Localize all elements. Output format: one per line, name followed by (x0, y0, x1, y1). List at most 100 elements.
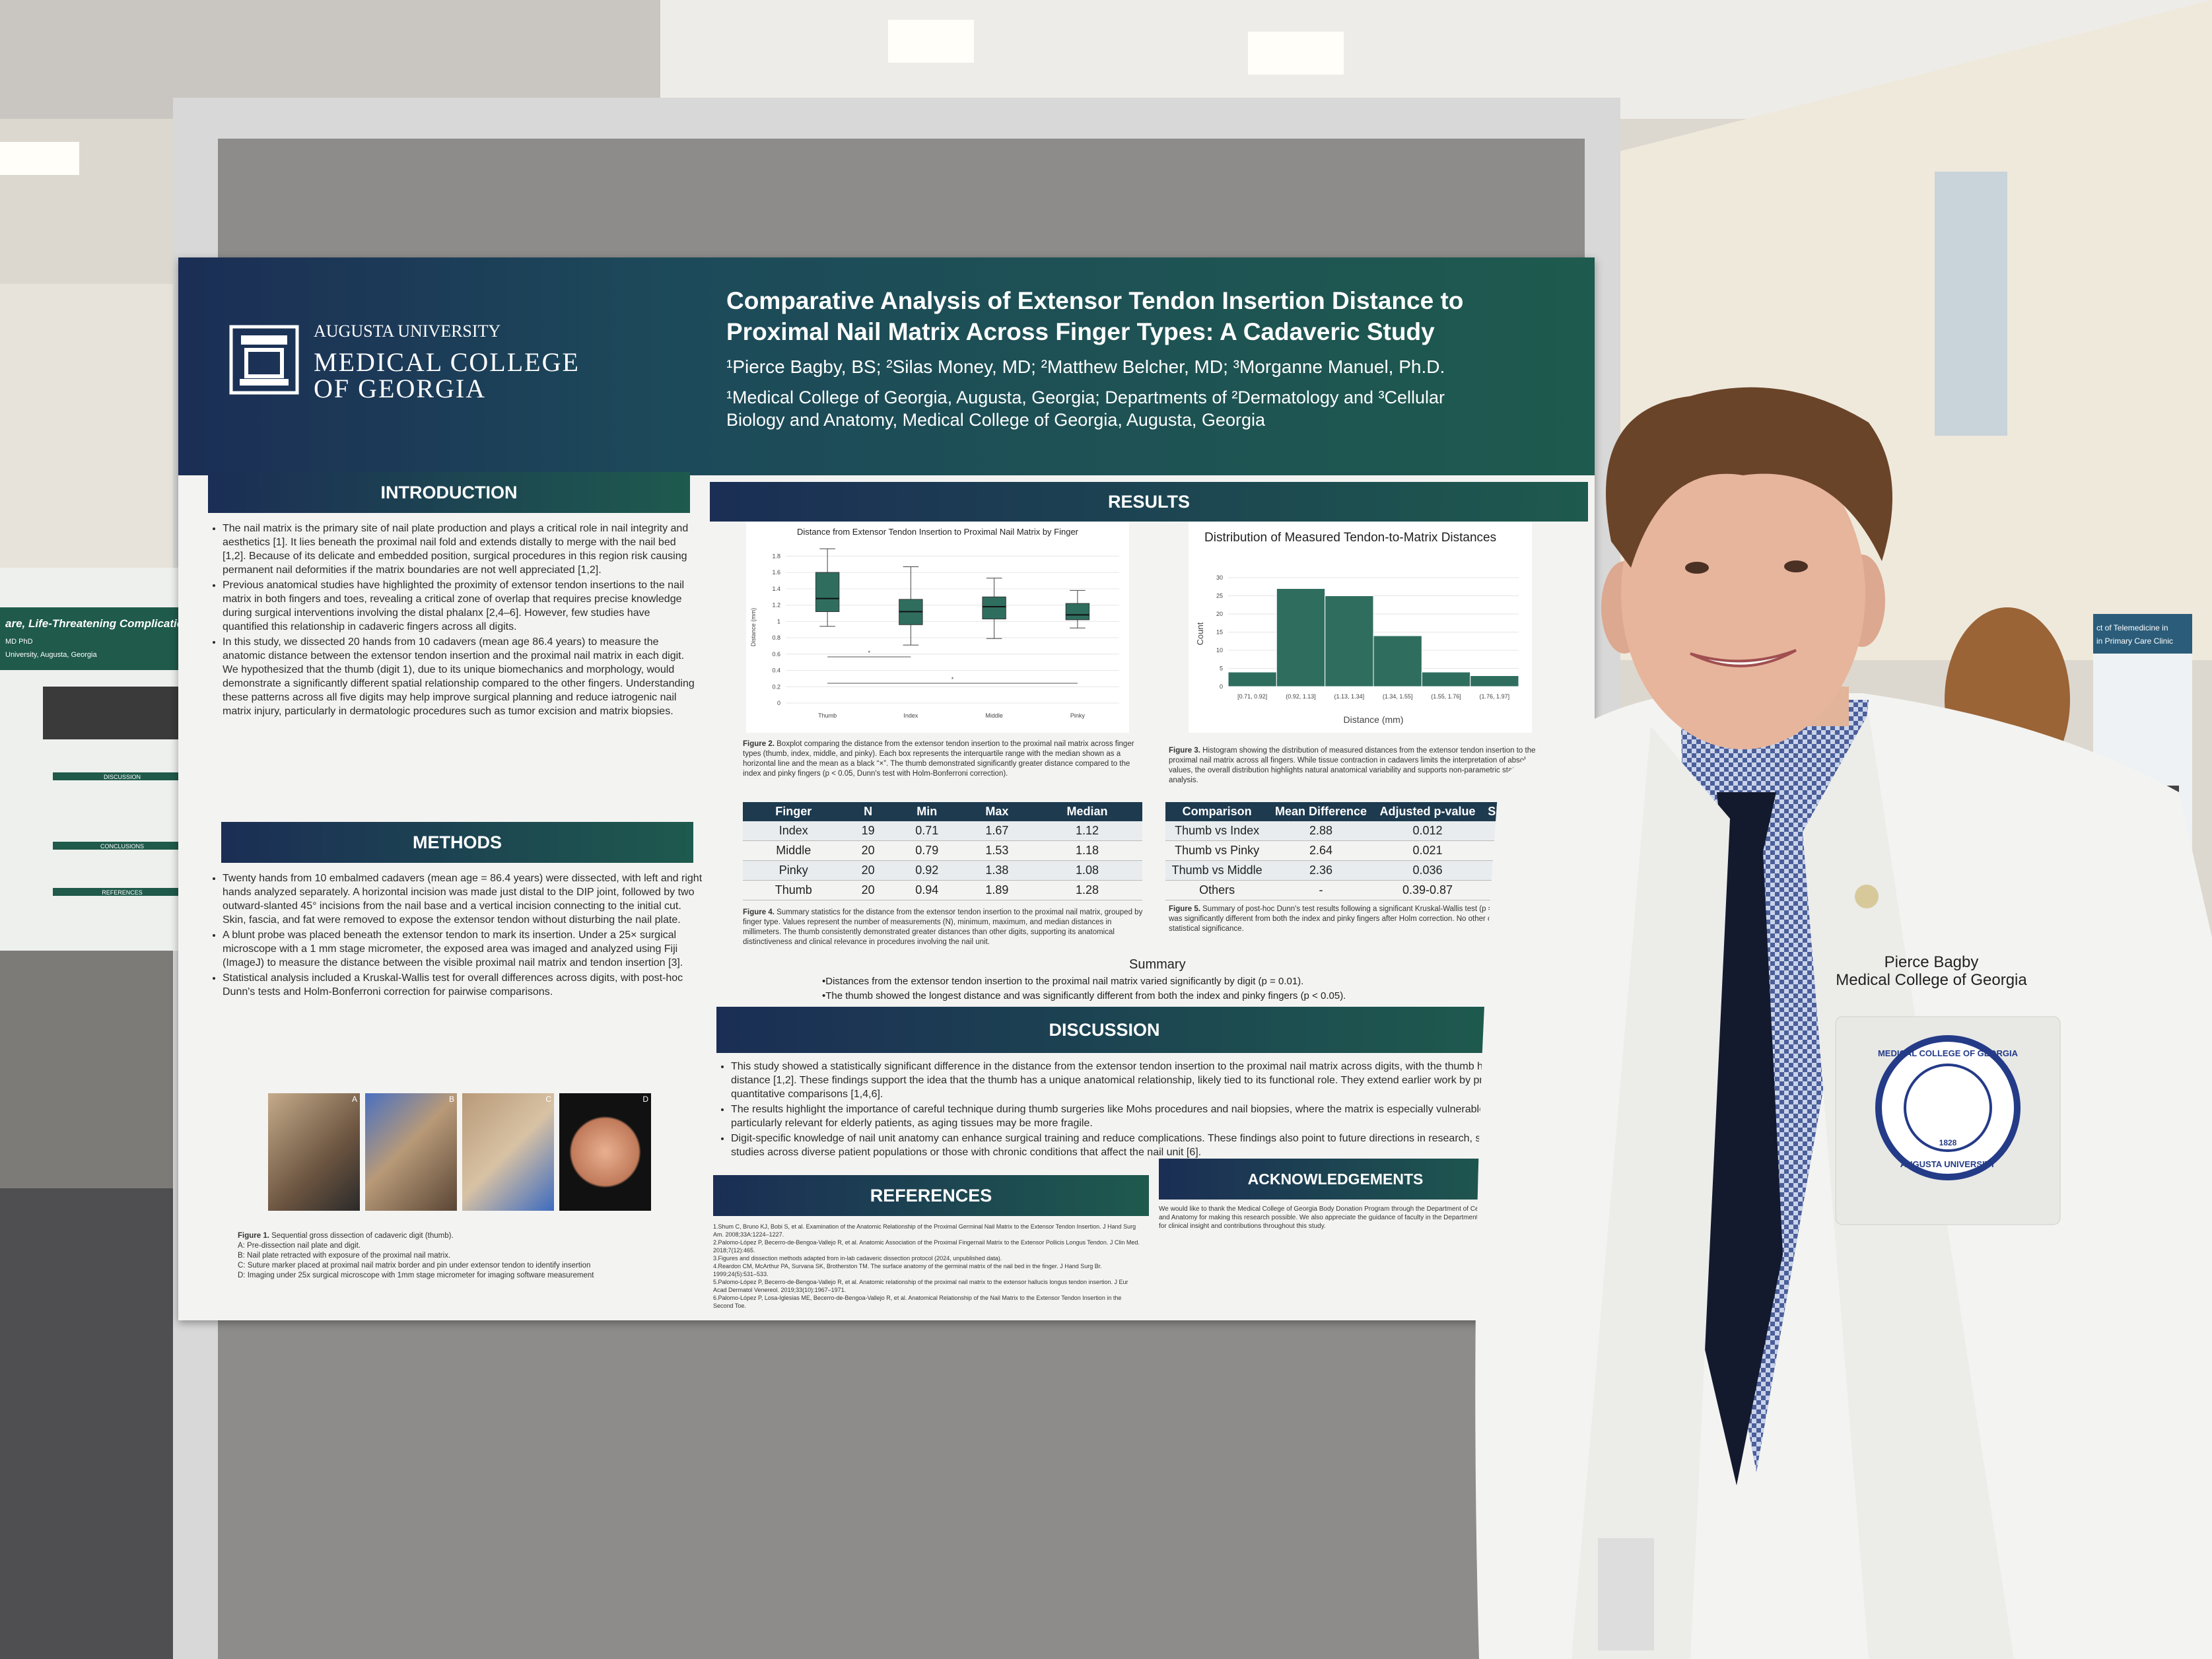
table-header-row: Finger N Min Max Median (743, 802, 1142, 821)
y-tick-label: 1 (777, 618, 780, 625)
table-cell: 1.89 (961, 880, 1032, 900)
x-tick-label: (1.55, 1.76] (1431, 693, 1461, 700)
x-tick-label: Middle (985, 712, 1003, 719)
y-tick-label: 1.8 (772, 553, 780, 559)
list-item: This study showed a statistically signif… (731, 1060, 1583, 1101)
references-list: 1.Shum C, Bruno KJ, Bobi S, et al. Exami… (713, 1223, 1142, 1310)
caption-label: Figure 2. (743, 740, 775, 748)
x-axis-label: Distance (mm) (1343, 714, 1403, 725)
x-tick-label: (1.13, 1.34] (1334, 693, 1365, 700)
boxplot: Distance from Extensor Tendon Insertion … (746, 522, 1129, 733)
table-cell: 2.88 (1268, 821, 1373, 841)
side-poster-section (53, 888, 191, 896)
list-item: In this study, we dissected 20 hands fro… (223, 635, 698, 718)
x-tick-label: [0.71, 0.92] (1237, 693, 1267, 700)
y-tick-label: 20 (1216, 611, 1223, 617)
bar (1325, 595, 1374, 687)
caption-label: Figure 4. (743, 908, 775, 916)
poster-title: Comparative Analysis of Extensor Tendon … (726, 287, 1464, 314)
table-cell: Others (1165, 880, 1269, 900)
y-tick-label: 0.6 (772, 651, 780, 658)
side-poster-header (2093, 614, 2192, 654)
table-row: Thumb vs Pinky 2.64 0.021 Yes (1165, 840, 1562, 861)
box (1065, 603, 1090, 621)
x-tick-label: Thumb (818, 712, 837, 719)
figure-photo: A (268, 1093, 360, 1211)
acknowledgements-text: We would like to thank the Medical Colle… (1159, 1205, 1525, 1230)
table-cell: 1.38 (961, 860, 1032, 881)
list-item: 6.Palomo-López P, Losa-Iglesias ME, Bece… (713, 1295, 1122, 1309)
table-cell: Pinky (743, 860, 845, 881)
caption-line: C: Suture marker placed at proximal nail… (238, 1262, 591, 1270)
y-tick-label: 0.4 (772, 667, 780, 674)
figure-2-caption: Figure 2. Boxplot comparing the distance… (743, 739, 1146, 779)
list-item: Digit-specific knowledge of nail unit an… (731, 1132, 1583, 1159)
side-poster-authors: MD PhD (5, 638, 33, 646)
poster-title: Proximal Nail Matrix Across Finger Types… (726, 318, 1435, 345)
poster-authors: ¹Pierce Bagby, BS; ²Silas Money, MD; ²Ma… (726, 356, 1445, 377)
logo-college: OF GEORGIA (314, 374, 487, 403)
poster-header (178, 257, 1595, 475)
table-cell: 2.36 (1268, 860, 1373, 881)
caption-text: Summary of post-hoc Dunn's test results … (1169, 905, 1560, 933)
list-item: The results highlight the importance of … (731, 1102, 1583, 1130)
list-item: 2.Palomo-López P, Becerro-de-Bengoa-Vall… (713, 1239, 1140, 1254)
figure-1: A B C D (268, 1093, 658, 1211)
table-cell: No (1482, 880, 1562, 900)
table-cell: 0.92 (891, 860, 962, 881)
figure-4-caption: Figure 4. Summary statistics for the dis… (743, 908, 1146, 947)
side-poster-section-label: REFERENCES (102, 889, 143, 896)
caption-label: Figure 5. (1169, 905, 1200, 913)
figure-photo: B (365, 1093, 457, 1211)
side-poster-title: ct of Telemedicine in (2096, 623, 2168, 632)
table-cell: 0.036 (1373, 860, 1482, 881)
x-tick-label: (0.92, 1.13] (1286, 693, 1316, 700)
side-poster-affiliation: University, Augusta, Georgia (5, 651, 97, 659)
y-tick-label: 0.8 (772, 634, 780, 641)
side-poster-image (2153, 786, 2179, 832)
chart-title: Distance from Extensor Tendon Insertion … (797, 527, 1079, 537)
table-header-row: Comparison Mean Difference Adjusted p-valu… (1165, 802, 1562, 821)
side-poster-section (53, 842, 191, 850)
figure-5-caption: Figure 5. Summary of post-hoc Dunn's tes… (1169, 904, 1565, 934)
table-cell: Index (743, 821, 845, 841)
table-cell: 1.18 (1031, 840, 1142, 861)
list-item: Previous anatomical studies have highlig… (223, 578, 698, 634)
table-header-cell: Min (891, 802, 962, 821)
y-axis-label: Distance (mm) (750, 608, 757, 647)
y-tick-label: 0 (1220, 683, 1223, 690)
ceiling-light (1248, 32, 1344, 75)
table-cell: Thumb vs Pinky (1165, 840, 1269, 861)
y-axis-label: Count (1195, 622, 1205, 645)
bar (1276, 588, 1326, 687)
table-header-cell: N (844, 802, 892, 821)
y-tick-label: 1.6 (772, 569, 780, 576)
figure-label: B (448, 1095, 454, 1104)
ceiling-light (888, 20, 974, 63)
x-tick-label: Index (903, 712, 918, 719)
summary-line: •The thumb showed the longest distance a… (822, 990, 1346, 1001)
figure-label: A (351, 1095, 357, 1104)
section-heading: INTRODUCTION (208, 472, 690, 513)
caption-line: B: Nail plate retracted with exposure of… (238, 1252, 451, 1260)
x-tick-label: Pinky (1070, 712, 1086, 719)
caption-text: Summary statistics for the distance from… (743, 908, 1143, 946)
y-tick-label: 10 (1216, 647, 1223, 654)
list-item: 5.Palomo-López P, Becerro-de-Bengoa-Vall… (713, 1279, 1128, 1293)
window (1935, 172, 2007, 436)
figure-label: C (545, 1095, 551, 1104)
table-row: Thumb vs Index 2.88 0.012 Yes (1165, 821, 1562, 841)
y-tick-label: 5 (1220, 665, 1223, 672)
poster: AUGUSTA UNIVERSITY MEDICAL COLLEGE OF GE… (178, 257, 1595, 1320)
table-header-cell: Finger (743, 802, 845, 821)
table-cell: 20 (844, 880, 892, 900)
list-item: 4.Reardon CM, McArthur PA, Survana SK, B… (713, 1263, 1102, 1277)
list-item: The nail matrix is the primary site of n… (223, 522, 698, 577)
table-cell: 0.79 (891, 840, 962, 861)
x-tick-label: (1.34, 1.55] (1383, 693, 1413, 700)
logo-part (240, 379, 289, 386)
table-header-cell: Mean Difference (1268, 802, 1373, 821)
significance-marker: * (951, 676, 954, 683)
caption-label: Figure 1. (238, 1232, 269, 1240)
